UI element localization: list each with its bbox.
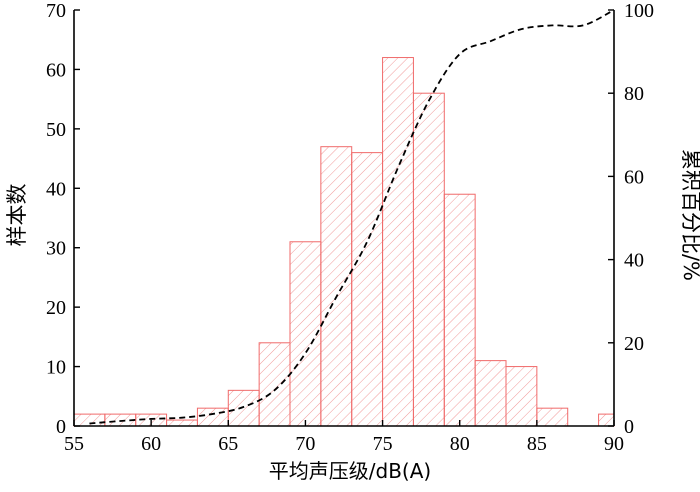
histogram-bar [474, 360, 507, 427]
x-tick-label: 90 [604, 433, 624, 455]
left-y-tick-label: 50 [46, 119, 66, 141]
x-tick-label: 65 [218, 433, 238, 455]
right-y-tick-label: 0 [624, 416, 634, 438]
left-y-tick-label: 70 [46, 0, 66, 22]
right-y-tick-label: 40 [624, 250, 644, 272]
x-tick-label: 70 [295, 433, 315, 455]
histogram-bar [258, 342, 291, 427]
histogram-bar [443, 193, 476, 427]
right-y-axis-title: 累积百分比/% [679, 149, 700, 281]
left-y-axis-title: 样本数 [5, 184, 29, 247]
x-tick-label: 75 [373, 433, 393, 455]
tick-labels: 55 60 65 70 75 80 85 90010203040506070020406080… [46, 0, 654, 455]
cumulative-line [89, 9, 615, 425]
histogram-bars [73, 57, 615, 427]
histogram-bar [598, 413, 615, 427]
left-y-tick-label: 40 [46, 178, 66, 200]
histogram-bar [166, 419, 198, 427]
x-tick-label: 60 [141, 433, 161, 455]
x-tick-label: 80 [450, 433, 470, 455]
left-y-tick-label: 10 [46, 357, 66, 379]
left-y-tick-label: 30 [46, 238, 66, 260]
right-y-tick-label: 20 [624, 333, 644, 355]
histogram-bar [351, 152, 384, 427]
tick-marks [73, 9, 615, 427]
right-y-tick-label: 60 [624, 166, 644, 188]
histogram-bar [536, 407, 569, 427]
left-y-tick-label: 0 [56, 416, 66, 438]
histogram-bar [382, 57, 414, 427]
x-tick-label: 85 [527, 433, 547, 455]
histogram-bar [412, 92, 445, 427]
left-y-tick-label: 20 [46, 297, 66, 319]
histogram-bar [289, 241, 322, 427]
right-y-tick-label: 100 [624, 0, 654, 22]
histogram-bar [505, 366, 538, 427]
histogram-bar [227, 389, 260, 427]
x-tick-label: 55 [64, 433, 84, 455]
cumulative-percentage-series [89, 9, 615, 425]
x-axis-title: 平均声压级/dB(A) [269, 459, 431, 483]
histogram-bar [73, 413, 106, 427]
right-y-tick-label: 80 [624, 83, 644, 105]
histogram-bar [196, 407, 229, 427]
histogram-bar [320, 146, 353, 427]
left-y-tick-label: 60 [46, 59, 66, 81]
axes [73, 10, 615, 427]
